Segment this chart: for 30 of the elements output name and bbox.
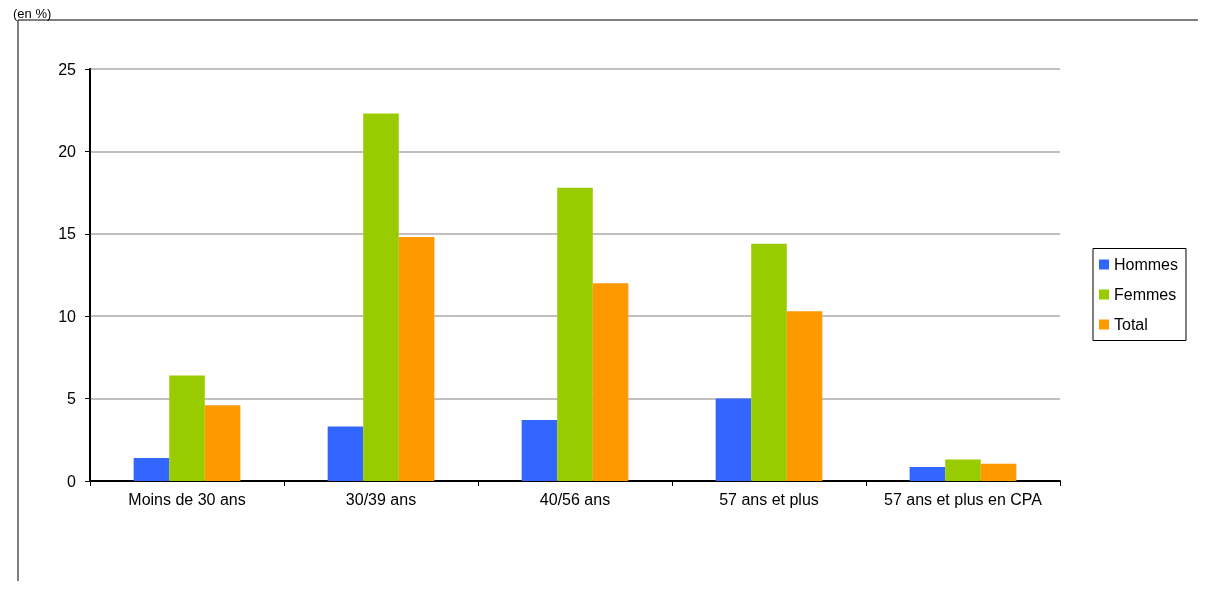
x-tick-label: 57 ans et plus en CPA [883, 490, 1043, 508]
bar [945, 459, 981, 481]
legend-label: Femmes [1113, 286, 1177, 303]
bar [204, 405, 241, 481]
bar [327, 426, 364, 481]
legend-label: Total [1113, 316, 1148, 333]
legend-label: Hommes [1113, 256, 1179, 273]
y-tick-label: 5 [67, 390, 77, 408]
y-tick-label: 10 [58, 307, 77, 325]
bar [169, 375, 205, 481]
bar [557, 187, 593, 481]
y-tick-label: 25 [58, 60, 77, 78]
bar [398, 237, 435, 481]
y-tick-label: 0 [67, 472, 77, 490]
y-tick-label: 20 [58, 142, 77, 160]
bar [980, 463, 1017, 481]
bar [786, 311, 823, 481]
bar [909, 466, 946, 481]
y-tick-label: 15 [58, 225, 77, 243]
y-axis-title: (en %) [13, 6, 52, 21]
x-tick-label: 57 ans et plus [719, 490, 819, 508]
x-tick-label: 40/56 ans [539, 490, 611, 508]
x-tick-label: 30/39 ans [345, 490, 417, 508]
bar [363, 113, 399, 481]
bar [133, 457, 170, 481]
bar [751, 243, 787, 481]
bar [592, 283, 629, 481]
bar [521, 420, 558, 481]
bar [715, 398, 752, 481]
x-tick-label: Moins de 30 ans [128, 490, 246, 508]
